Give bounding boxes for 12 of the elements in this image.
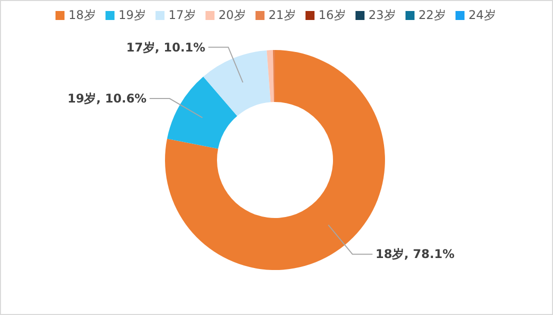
legend-label: 17岁 — [168, 8, 196, 22]
legend-label: 20岁 — [218, 8, 246, 22]
legend-label: 24岁 — [468, 8, 496, 22]
legend-label: 22岁 — [418, 8, 446, 22]
legend-label: 23岁 — [368, 8, 396, 22]
legend-label: 19岁 — [118, 8, 146, 22]
data-label: 19岁, 10.6% — [68, 92, 147, 106]
data-label: 17岁, 10.1% — [126, 40, 206, 54]
legend-label: 18岁 — [68, 8, 96, 22]
data-label: 18岁, 78.1% — [375, 247, 455, 262]
legend-label: 21岁 — [268, 8, 296, 22]
legend-label: 16岁 — [318, 8, 346, 22]
